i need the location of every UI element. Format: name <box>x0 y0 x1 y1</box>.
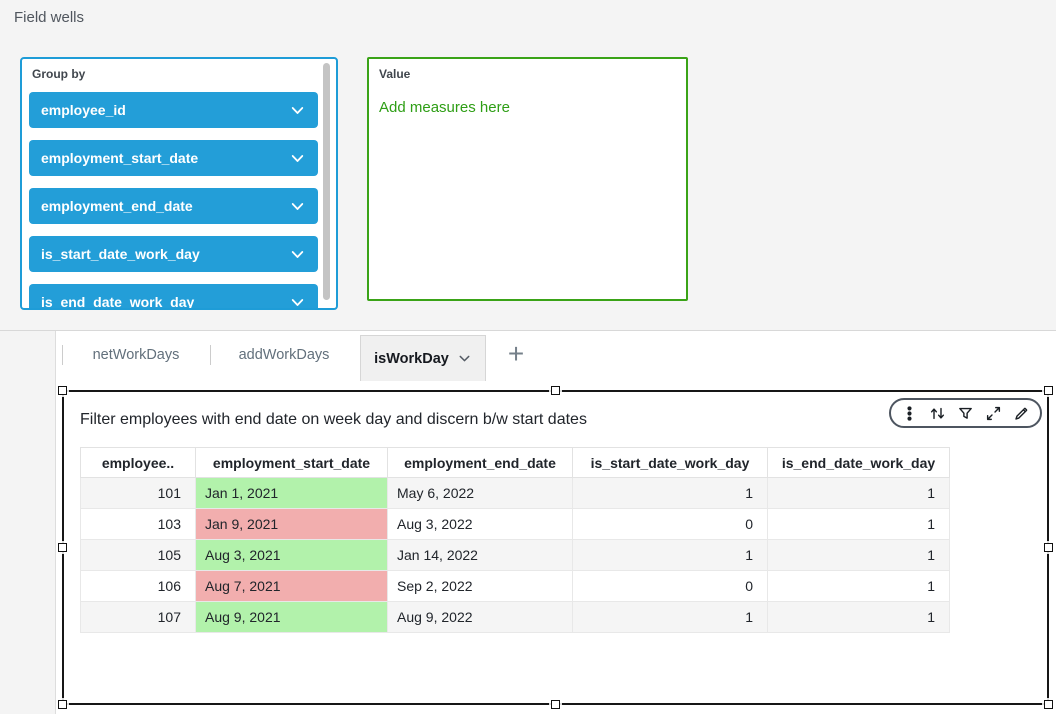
column-header[interactable]: employment_start_date <box>195 447 388 478</box>
chevron-down-icon <box>291 202 304 210</box>
field-pill[interactable]: employment_end_date <box>29 188 318 224</box>
resize-handle[interactable] <box>1044 386 1053 395</box>
maximize-icon <box>986 406 1001 420</box>
table-cell: 0 <box>572 508 768 540</box>
tab-strip: netWorkDays addWorkDays isWorkDay + <box>57 331 1056 381</box>
field-pill-label: is_start_date_work_day <box>41 246 200 262</box>
column-header[interactable]: employee.. <box>80 447 196 478</box>
resize-handle[interactable] <box>58 700 67 709</box>
value-well-placeholder: Add measures here <box>379 99 510 116</box>
table-cell-highlighted: Aug 7, 2021 <box>195 570 388 602</box>
group-by-label: Group by <box>32 67 86 81</box>
chevron-down-icon <box>459 355 470 362</box>
field-pill[interactable]: employee_id <box>29 92 318 128</box>
resize-handle[interactable] <box>1044 542 1053 552</box>
table-cell: 0 <box>572 570 768 602</box>
table-cell-highlighted: Jan 9, 2021 <box>195 508 388 540</box>
visual-toolbar <box>889 398 1042 428</box>
swap-axes-button[interactable] <box>929 405 946 422</box>
active-tab-label: isWorkDay <box>374 350 449 367</box>
resize-handle[interactable] <box>550 700 560 709</box>
menu-options-button[interactable] <box>901 405 918 422</box>
table-cell: 1 <box>572 477 768 509</box>
table-row: 107 Aug 9, 2021 Aug 9, 2022 1 1 <box>80 601 950 633</box>
table-cell: May 6, 2022 <box>387 477 573 509</box>
column-header[interactable]: is_start_date_work_day <box>572 447 768 478</box>
column-header[interactable]: employment_end_date <box>387 447 573 478</box>
value-well-label: Value <box>379 67 411 81</box>
table-header-row: employee.. employment_start_date employmen… <box>80 447 950 478</box>
field-wells-panel: Field wells Group by employee_id employme… <box>0 0 1056 331</box>
field-wells-title: Field wells <box>14 9 85 26</box>
edit-icon <box>1015 407 1028 420</box>
column-header[interactable]: is_end_date_work_day <box>767 447 950 478</box>
group-by-well[interactable]: Group by employee_id employment_start_dat… <box>20 57 338 310</box>
maximize-button[interactable] <box>985 405 1002 422</box>
field-pill[interactable]: is_end_date_work_day <box>29 284 318 310</box>
add-sheet-button[interactable]: + <box>507 338 525 369</box>
chevron-down-icon <box>291 298 304 306</box>
tab-label: addWorkDays <box>238 347 330 363</box>
swap-axes-icon <box>930 407 945 419</box>
resize-handle[interactable] <box>58 386 67 395</box>
chevron-down-icon <box>291 250 304 258</box>
tab-isWorkDay[interactable]: isWorkDay <box>360 335 486 381</box>
tab-netWorkDays[interactable]: netWorkDays <box>62 331 210 379</box>
menu-options-icon <box>907 405 912 421</box>
table-cell: 1 <box>572 539 768 571</box>
field-pill-label: employment_end_date <box>41 198 193 214</box>
pivot-table: employee.. employment_start_date employmen… <box>80 447 950 633</box>
table-row: 105 Aug 3, 2021 Jan 14, 2022 1 1 <box>80 539 950 571</box>
table-cell: 101 <box>80 477 196 509</box>
sheet-area: netWorkDays addWorkDays isWorkDay + Filt <box>0 331 1056 714</box>
table-cell-highlighted: Aug 9, 2021 <box>195 601 388 633</box>
table-cell: Jan 14, 2022 <box>387 539 573 571</box>
chevron-down-icon <box>291 106 304 114</box>
group-by-pill-list: employee_id employment_start_date employme… <box>29 92 318 310</box>
table-cell: 105 <box>80 539 196 571</box>
table-cell: 107 <box>80 601 196 633</box>
field-pill[interactable]: employment_start_date <box>29 140 318 176</box>
table-cell: 1 <box>767 508 950 540</box>
table-cell: 1 <box>767 477 950 509</box>
table-cell-highlighted: Jan 1, 2021 <box>195 477 388 509</box>
tab-addWorkDays[interactable]: addWorkDays <box>210 331 358 379</box>
table-cell: Aug 3, 2022 <box>387 508 573 540</box>
resize-handle[interactable] <box>550 386 560 395</box>
field-pill-label: is_end_date_work_day <box>41 294 195 310</box>
table-cell: Sep 2, 2022 <box>387 570 573 602</box>
table-cell-highlighted: Aug 3, 2021 <box>195 539 388 571</box>
left-gutter <box>0 331 56 714</box>
edit-button[interactable] <box>1013 405 1030 422</box>
table-cell: 106 <box>80 570 196 602</box>
filter-button[interactable] <box>957 405 974 422</box>
resize-handle[interactable] <box>1044 700 1053 709</box>
table-body: 101 Jan 1, 2021 May 6, 2022 1 1 103 Jan 9, 202… <box>80 477 950 633</box>
tab-label: netWorkDays <box>92 347 180 363</box>
table-cell: 1 <box>767 570 950 602</box>
value-well[interactable]: Value Add measures here <box>367 57 688 301</box>
filter-icon <box>959 407 972 419</box>
table-cell: 103 <box>80 508 196 540</box>
table-cell: 1 <box>767 601 950 633</box>
table-cell: 1 <box>572 601 768 633</box>
group-by-scrollbar[interactable] <box>323 63 330 300</box>
field-pill-label: employee_id <box>41 102 126 118</box>
field-pill-label: employment_start_date <box>41 150 199 166</box>
table-cell: Aug 9, 2022 <box>387 601 573 633</box>
resize-handle[interactable] <box>58 542 67 552</box>
table-cell: 1 <box>767 539 950 571</box>
chevron-down-icon <box>291 154 304 162</box>
table-row: 101 Jan 1, 2021 May 6, 2022 1 1 <box>80 477 950 509</box>
selected-visual[interactable]: Filter employees with end date on week d… <box>58 386 1053 709</box>
field-pill[interactable]: is_start_date_work_day <box>29 236 318 272</box>
table-row: 106 Aug 7, 2021 Sep 2, 2022 0 1 <box>80 570 950 602</box>
table-row: 103 Jan 9, 2021 Aug 3, 2022 0 1 <box>80 508 950 540</box>
visual-title: Filter employees with end date on week d… <box>80 411 587 428</box>
